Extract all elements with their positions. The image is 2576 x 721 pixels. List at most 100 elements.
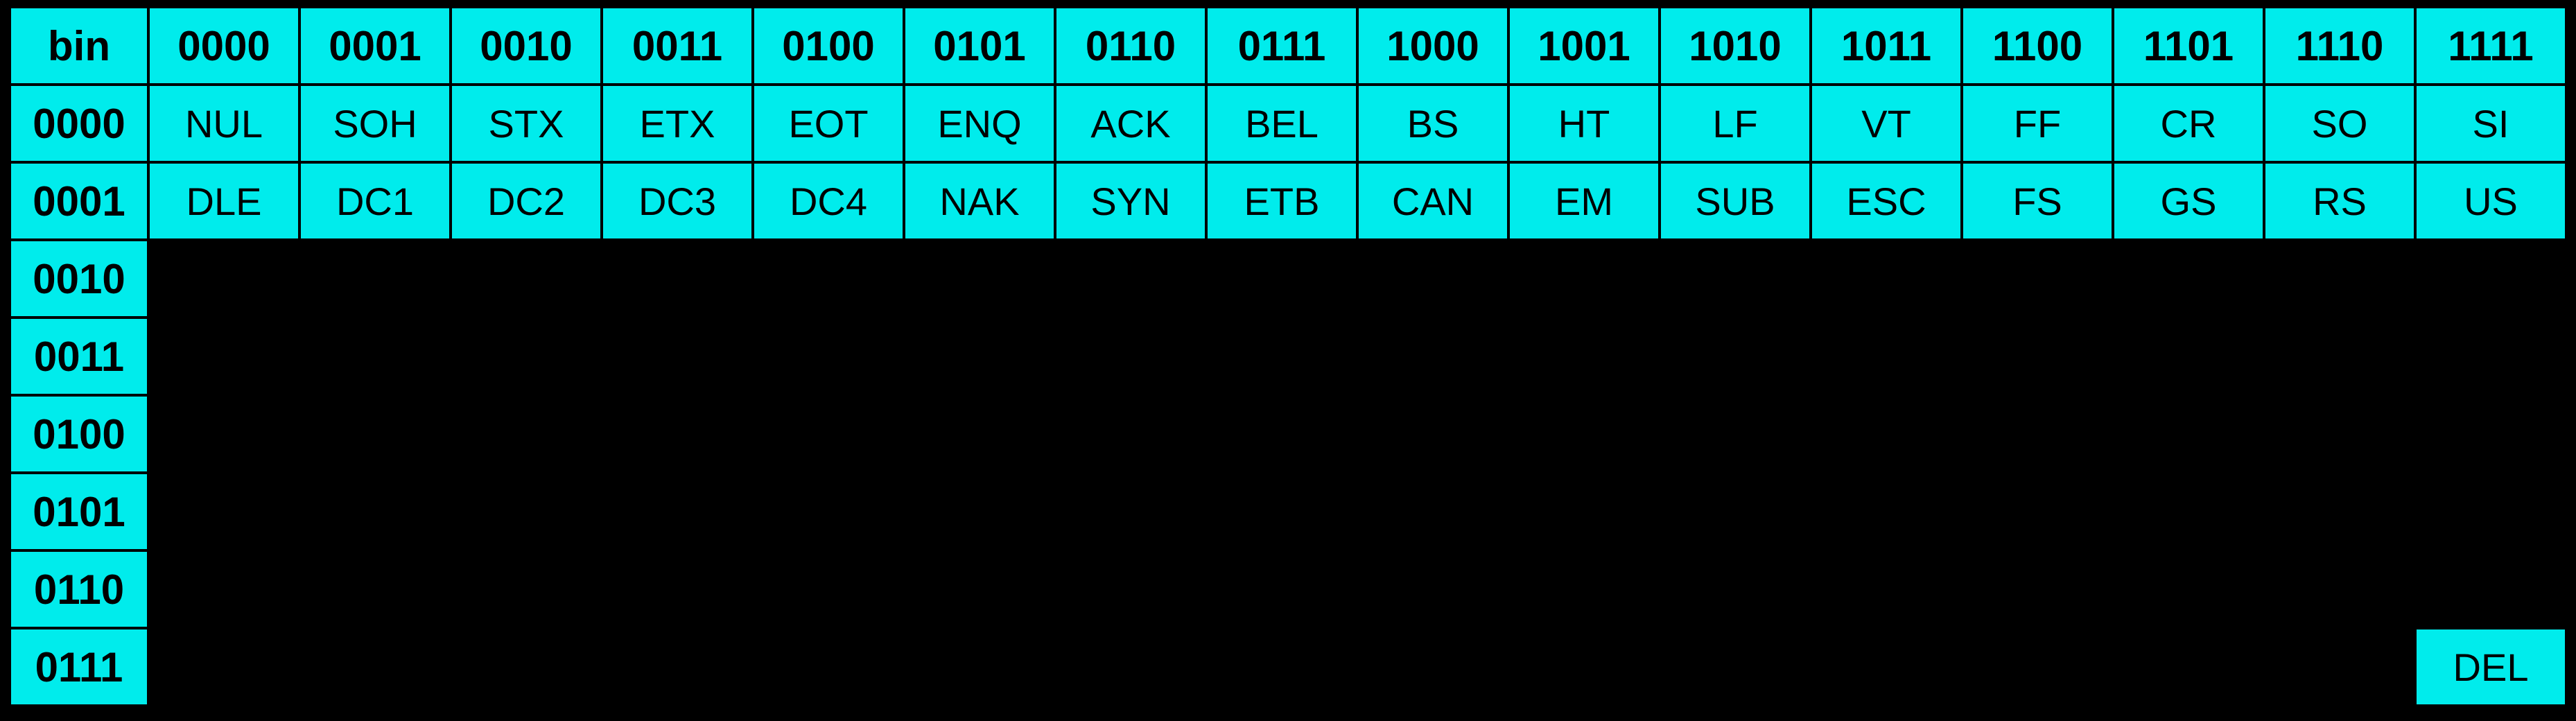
- control-cell: ETX: [602, 85, 753, 162]
- control-cell: SI: [2415, 85, 2566, 162]
- black-cell: [1206, 240, 1357, 318]
- black-cell: [602, 473, 753, 550]
- black-cell: [1660, 628, 1811, 706]
- black-cell: [753, 240, 904, 318]
- control-cell: SO: [2264, 85, 2415, 162]
- black-cell: [2113, 628, 2264, 706]
- black-cell: [1508, 628, 1660, 706]
- control-cell: DLE: [148, 162, 299, 240]
- black-cell: [2264, 395, 2415, 473]
- black-cell: [451, 240, 602, 318]
- black-cell: [1811, 395, 1962, 473]
- black-cell: [299, 318, 451, 395]
- black-cell: [2264, 240, 2415, 318]
- black-cell: [2415, 240, 2566, 318]
- black-cell: [148, 318, 299, 395]
- table-row: 0111DEL: [10, 628, 2566, 706]
- control-cell: GS: [2113, 162, 2264, 240]
- black-cell: [1206, 318, 1357, 395]
- table-row: 0101: [10, 473, 2566, 550]
- control-cell: ENQ: [904, 85, 1055, 162]
- black-cell: [1811, 240, 1962, 318]
- ascii-table: bin 0000 0001 0010 0011 0100 0101 0110 0…: [8, 6, 2568, 707]
- black-cell: [1055, 318, 1206, 395]
- black-cell: [1055, 628, 1206, 706]
- control-cell: DC4: [753, 162, 904, 240]
- black-cell: [2113, 550, 2264, 628]
- control-cell: FF: [1962, 85, 2113, 162]
- control-cell: ESC: [1811, 162, 1962, 240]
- black-cell: [602, 395, 753, 473]
- black-cell: [1962, 628, 2113, 706]
- black-cell: [1055, 473, 1206, 550]
- black-cell: [1811, 318, 1962, 395]
- row-header: 0100: [10, 395, 148, 473]
- black-cell: [299, 240, 451, 318]
- black-cell: [148, 473, 299, 550]
- black-cell: [753, 395, 904, 473]
- col-header: 1110: [2264, 7, 2415, 85]
- col-header: 1101: [2113, 7, 2264, 85]
- control-cell: DEL: [2415, 628, 2566, 706]
- table-row: 0011: [10, 318, 2566, 395]
- black-cell: [2264, 473, 2415, 550]
- black-cell: [1962, 240, 2113, 318]
- col-header: 0101: [904, 7, 1055, 85]
- control-cell: VT: [1811, 85, 1962, 162]
- col-header: 0000: [148, 7, 299, 85]
- black-cell: [299, 550, 451, 628]
- row-header: 0110: [10, 550, 148, 628]
- black-cell: [1206, 628, 1357, 706]
- table-row: 0001DLEDC1DC2DC3DC4NAKSYNETBCANEMSUBESCF…: [10, 162, 2566, 240]
- black-cell: [602, 240, 753, 318]
- control-cell: DC1: [299, 162, 451, 240]
- col-header: 0011: [602, 7, 753, 85]
- black-cell: [2415, 473, 2566, 550]
- col-header: 0111: [1206, 7, 1357, 85]
- black-cell: [148, 240, 299, 318]
- control-cell: CR: [2113, 85, 2264, 162]
- black-cell: [1811, 550, 1962, 628]
- black-cell: [2113, 240, 2264, 318]
- black-cell: [1055, 240, 1206, 318]
- col-header: 0010: [451, 7, 602, 85]
- black-cell: [602, 628, 753, 706]
- black-cell: [904, 318, 1055, 395]
- black-cell: [451, 318, 602, 395]
- black-cell: [904, 628, 1055, 706]
- control-cell: CAN: [1357, 162, 1508, 240]
- black-cell: [602, 318, 753, 395]
- black-cell: [1660, 473, 1811, 550]
- black-cell: [2264, 318, 2415, 395]
- table-row: 0000NULSOHSTXETXEOTENQACKBELBSHTLFVTFFCR…: [10, 85, 2566, 162]
- black-cell: [451, 550, 602, 628]
- control-cell: SYN: [1055, 162, 1206, 240]
- control-cell: DC2: [451, 162, 602, 240]
- black-cell: [299, 395, 451, 473]
- col-header: 0110: [1055, 7, 1206, 85]
- black-cell: [602, 550, 753, 628]
- control-cell: ACK: [1055, 85, 1206, 162]
- control-cell: BEL: [1206, 85, 1357, 162]
- black-cell: [2264, 628, 2415, 706]
- row-header: 0011: [10, 318, 148, 395]
- black-cell: [1508, 318, 1660, 395]
- black-cell: [904, 395, 1055, 473]
- black-cell: [1357, 240, 1508, 318]
- black-cell: [1357, 473, 1508, 550]
- black-cell: [2113, 318, 2264, 395]
- black-cell: [753, 473, 904, 550]
- col-header: 1111: [2415, 7, 2566, 85]
- control-cell: ETB: [1206, 162, 1357, 240]
- black-cell: [1508, 240, 1660, 318]
- black-cell: [1660, 240, 1811, 318]
- black-cell: [1357, 550, 1508, 628]
- black-cell: [2415, 550, 2566, 628]
- col-header: 0100: [753, 7, 904, 85]
- black-cell: [148, 395, 299, 473]
- black-cell: [1357, 628, 1508, 706]
- corner-header: bin: [10, 7, 148, 85]
- col-header: 1011: [1811, 7, 1962, 85]
- header-row: bin 0000 0001 0010 0011 0100 0101 0110 0…: [10, 7, 2566, 85]
- black-cell: [451, 395, 602, 473]
